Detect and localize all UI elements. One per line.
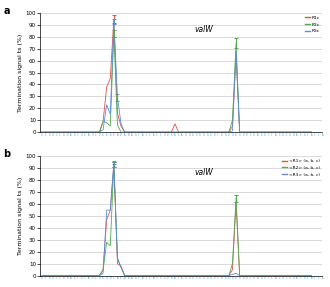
Legend: R1c, R2c, R3c: R1c, R2c, R3c: [304, 15, 320, 34]
Text: valW: valW: [194, 25, 213, 34]
Text: a: a: [4, 6, 10, 16]
Y-axis label: Termination signal ts (%): Termination signal ts (%): [18, 33, 23, 112]
Text: valW: valW: [194, 168, 213, 177]
Y-axis label: Termination signal ts (%): Termination signal ts (%): [18, 177, 23, 255]
Text: b: b: [4, 149, 11, 159]
Legend: <R1> (a, b, c), <R2> (a, b, c), <R3> (a, b, c): <R1> (a, b, c), <R2> (a, b, c), <R3> (a,…: [281, 159, 320, 177]
